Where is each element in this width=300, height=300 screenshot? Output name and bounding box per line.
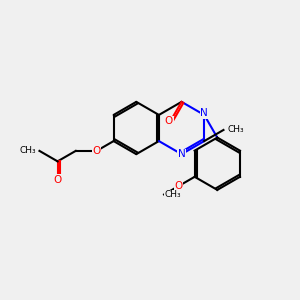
Text: CH₃: CH₃ — [20, 146, 37, 155]
Text: O: O — [92, 146, 101, 156]
Text: CH₃: CH₃ — [164, 190, 181, 199]
Text: O: O — [175, 181, 183, 191]
Text: CH₃: CH₃ — [228, 125, 244, 134]
Text: N: N — [200, 108, 208, 118]
Text: O: O — [53, 175, 62, 185]
Text: N: N — [178, 149, 185, 159]
Text: O: O — [165, 116, 173, 126]
